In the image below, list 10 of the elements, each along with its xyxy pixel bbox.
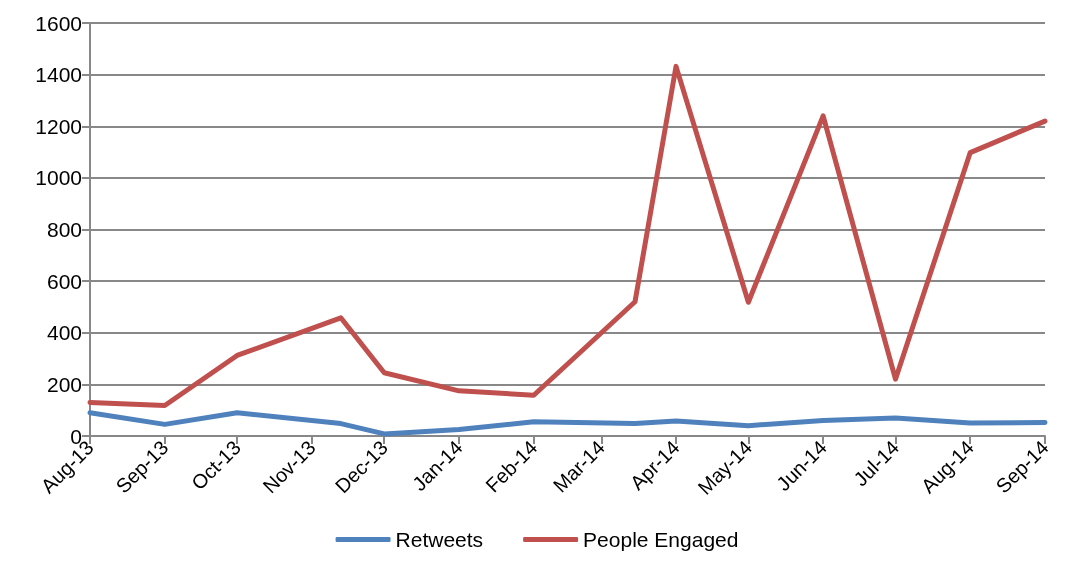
- y-tick-label: 600: [46, 269, 82, 293]
- y-tick-label: 1000: [35, 166, 82, 190]
- y-tick-label: 1200: [35, 114, 82, 138]
- y-tick-label: 800: [46, 218, 82, 241]
- legend-label: People Engaged: [583, 528, 739, 551]
- y-tick-label: 1600: [35, 11, 82, 35]
- y-tick-label: 400: [46, 321, 82, 345]
- y-tick-label: 1400: [35, 63, 82, 87]
- legend-label: Retweets: [395, 528, 484, 551]
- y-tick-label: 200: [46, 372, 82, 396]
